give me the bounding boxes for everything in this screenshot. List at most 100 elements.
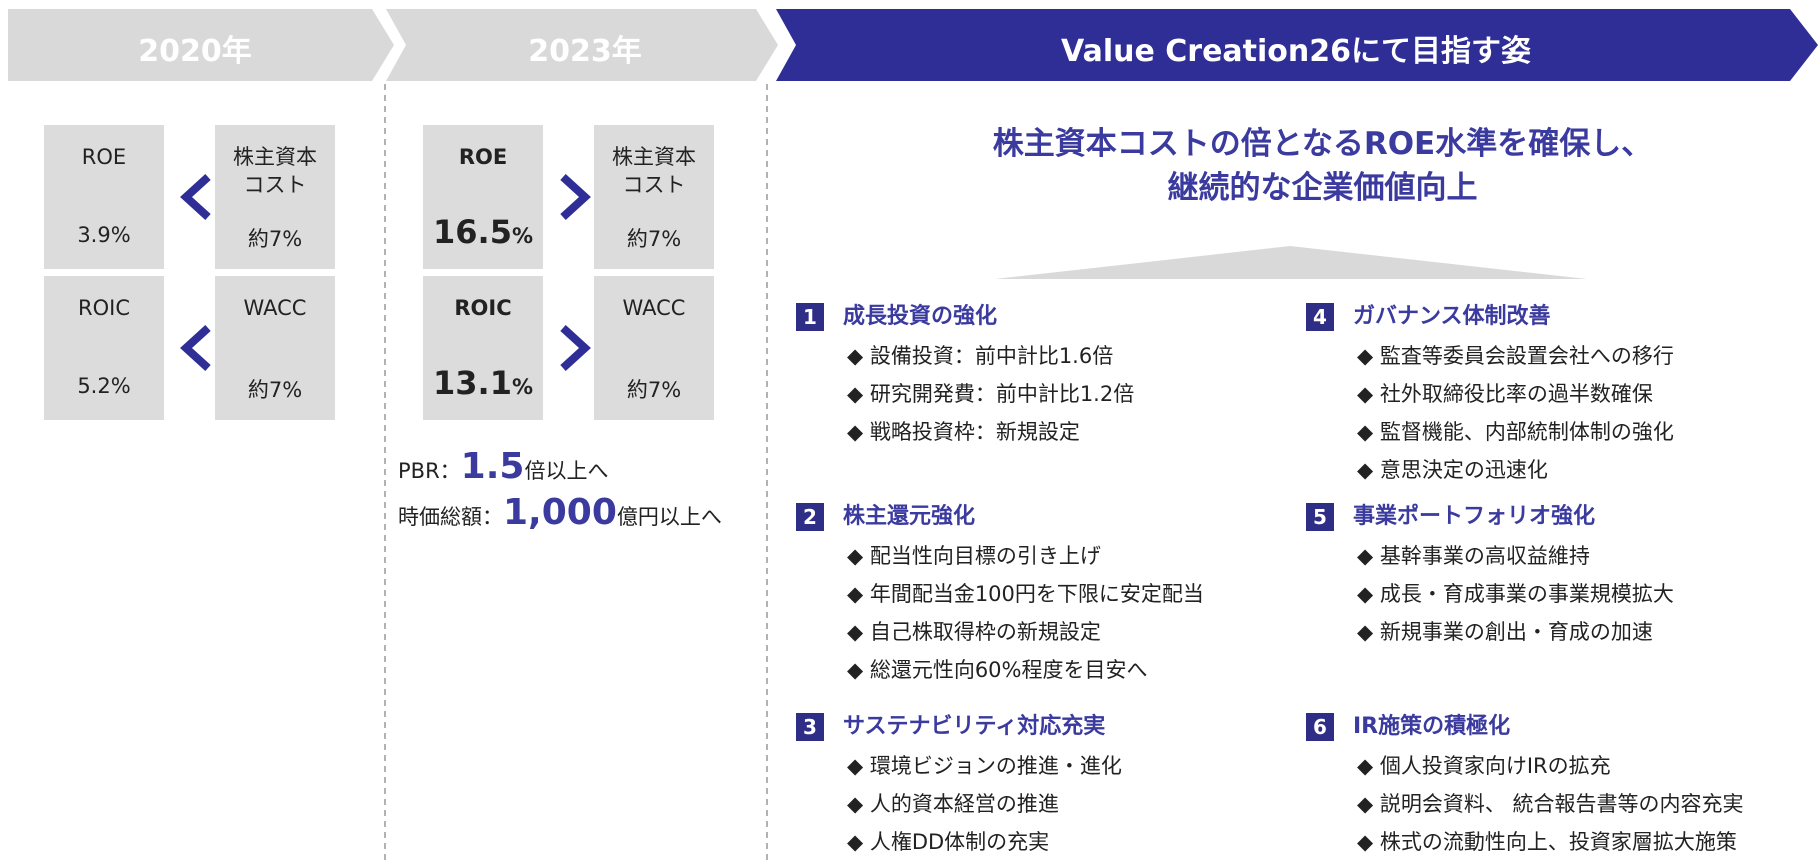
- metric-value: 約7%: [594, 223, 714, 253]
- section-item: ◆ 新規事業の創出・育成の加速: [1357, 620, 1653, 644]
- section-number: 2: [796, 503, 824, 531]
- section-item: ◆ 意思決定の迅速化: [1357, 458, 1548, 482]
- header-label: Value Creation26にて目指す姿: [1061, 34, 1531, 69]
- metric-label-line: コスト: [622, 173, 686, 197]
- metric-label-line: WACC: [243, 296, 307, 320]
- section-number: 6: [1306, 713, 1334, 741]
- metric-number: 約7%: [626, 227, 682, 251]
- metric-label: ROIC: [44, 294, 164, 322]
- target-line: PBR：1.5倍以上へ: [398, 446, 608, 487]
- section-item: ◆ 成長・育成事業の事業規模拡大: [1357, 582, 1674, 606]
- metric-label-line: ROIC: [454, 296, 512, 320]
- header-label: 2020年: [138, 34, 252, 69]
- metric-label-line: ROE: [81, 145, 127, 169]
- section-item: ◆ 人権DD体制の充実: [847, 830, 1050, 854]
- section-item: ◆ 株式の流動性向上、投資家層拡大施策: [1357, 830, 1737, 854]
- header-label: 2023年: [528, 34, 642, 69]
- target-prefix: 時価総額：: [398, 505, 503, 529]
- metric-label: WACC: [215, 294, 335, 322]
- section-number: 1: [796, 303, 824, 331]
- target-line: 時価総額：1,000億円以上へ: [398, 492, 722, 533]
- target-value: 1,000: [503, 492, 617, 533]
- section-item: ◆ 個人投資家向けIRの拡充: [1357, 754, 1611, 778]
- section-item: ◆ 監査等委員会設置会社への移行: [1357, 344, 1674, 368]
- section-item: ◆ 監督機能、内部統制体制の強化: [1357, 420, 1674, 444]
- metric-number: 3.9%: [77, 223, 131, 247]
- metric-label-line: 株主資本: [233, 145, 317, 169]
- section-item: ◆ 戦略投資枠：新規設定: [847, 420, 1080, 444]
- section-title: 成長投資の強化: [843, 304, 998, 329]
- metric-label: ROE: [423, 143, 543, 171]
- section-title: 事業ポートフォリオ強化: [1353, 504, 1596, 529]
- metric-number: 約7%: [247, 378, 303, 402]
- section-item: ◆ 研究開発費：前中計比1.2倍: [847, 382, 1135, 406]
- metric-value: 約7%: [215, 374, 335, 404]
- metric-value: 13.1%: [423, 364, 543, 402]
- metric-label: WACC: [594, 294, 714, 322]
- metric-box: ROIC 5.2%: [44, 276, 164, 420]
- target-prefix: PBR：: [398, 459, 461, 483]
- metric-box: WACC 約7%: [215, 276, 335, 420]
- metric-label: ROE: [44, 143, 164, 171]
- metric-number: 13.1: [433, 364, 512, 402]
- section-item: ◆ 総還元性向60%程度を目安へ: [847, 658, 1148, 682]
- metric-box: WACC 約7%: [594, 276, 714, 420]
- triangle: [995, 246, 1587, 279]
- target-value: 1.5: [460, 446, 525, 487]
- header-chevron: [776, 9, 1818, 81]
- metric-number: 約7%: [626, 378, 682, 402]
- section-number: 5: [1306, 503, 1334, 531]
- headline-line: 継続的な企業価値向上: [1167, 170, 1478, 206]
- section-title: IR施策の積極化: [1353, 714, 1511, 739]
- section-item: ◆ 社外取締役比率の過半数確保: [1357, 382, 1653, 406]
- metric-box: 株主資本コスト約7%: [594, 125, 714, 269]
- metric-label-line: コスト: [243, 173, 307, 197]
- metric-value: 5.2%: [44, 374, 164, 398]
- section-item: ◆ 自己株取得枠の新規設定: [847, 620, 1101, 644]
- section-item: ◆ 年間配当金100円を下限に安定配当: [847, 582, 1204, 606]
- metric-label: ROIC: [423, 294, 543, 322]
- metric-number: 約7%: [247, 227, 303, 251]
- metric-unit: %: [511, 224, 533, 248]
- metric-number: 5.2%: [77, 374, 131, 398]
- metric-unit: %: [511, 375, 533, 399]
- section-item: ◆ 説明会資料、 統合報告書等の内容充実: [1357, 792, 1744, 816]
- section-number: 4: [1306, 303, 1334, 331]
- headline-line: 株主資本コストの倍となるROE水準を確保し、: [992, 126, 1653, 162]
- less-than-icon: [180, 325, 211, 371]
- section-title: ガバナンス体制改善: [1353, 304, 1551, 329]
- target-suffix: 億円以上へ: [616, 505, 722, 529]
- section-item: ◆ 環境ビジョンの推進・進化: [847, 754, 1122, 778]
- section-number: 3: [796, 713, 824, 741]
- section-item: ◆ 設備投資：前中計比1.6倍: [847, 344, 1114, 368]
- metric-box: ROE 3.9%: [44, 125, 164, 269]
- metric-value: 3.9%: [44, 223, 164, 247]
- section-item: ◆ 配当性向目標の引き上げ: [847, 544, 1101, 568]
- metric-value: 約7%: [594, 374, 714, 404]
- metric-box: ROE 16.5%: [423, 125, 543, 269]
- greater-than-icon: [560, 174, 591, 220]
- section-title: 株主還元強化: [843, 504, 976, 529]
- metric-label: 株主資本 コスト: [594, 143, 714, 199]
- metric-number: 16.5: [433, 213, 512, 251]
- metric-box: ROIC 13.1%: [423, 276, 543, 420]
- metric-label-line: 株主資本: [612, 145, 696, 169]
- metric-label-line: WACC: [622, 296, 686, 320]
- metric-label: 株主資本 コスト: [215, 143, 335, 199]
- metric-value: 16.5%: [423, 213, 543, 251]
- headline: 株主資本コストの倍となるROE水準を確保し、 継続的な企業価値向上: [860, 122, 1785, 210]
- metric-label-line: ROE: [458, 145, 508, 169]
- less-than-icon: [180, 174, 211, 220]
- target-suffix: 倍以上へ: [524, 459, 609, 483]
- header-chevron: [386, 9, 778, 81]
- section-item: ◆ 人的資本経営の推進: [847, 792, 1059, 816]
- section-title: サステナビリティ対応充実: [843, 714, 1106, 739]
- header-chevron: [8, 9, 394, 81]
- metric-box: 株主資本コスト約7%: [215, 125, 335, 269]
- metric-value: 約7%: [215, 223, 335, 253]
- metric-label-line: ROIC: [78, 296, 130, 320]
- section-item: ◆ 基幹事業の高収益維持: [1357, 544, 1590, 568]
- greater-than-icon: [560, 325, 591, 371]
